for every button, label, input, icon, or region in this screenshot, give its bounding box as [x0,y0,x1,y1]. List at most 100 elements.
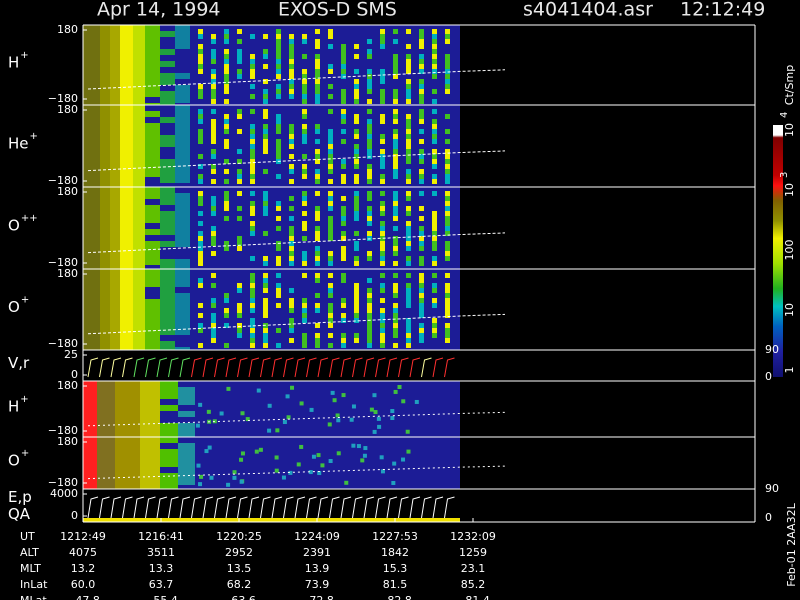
spectrogram-cell [110,55,120,61]
spectrogram-cell [263,261,268,266]
spectrogram-cell [160,165,175,171]
spectrogram-cell [120,79,133,85]
spectrogram-cell [160,171,175,177]
spectrogram-cell [289,288,294,293]
spectrogram-cell [341,246,346,251]
spectrogram-cell [367,256,372,261]
spectrogram-cell [145,335,160,341]
spectrogram-cell [145,117,160,123]
spectrogram-cell [100,117,110,123]
spectrogram-cell [250,84,255,89]
spectrogram-cell [276,201,281,206]
spectrogram-cell [97,437,115,443]
spectrogram-cell [341,69,346,74]
spectrogram-cell [160,229,175,235]
spectrogram-cell [315,44,320,49]
spectrogram-cell [445,221,450,226]
spectrogram-cell [406,69,411,74]
spectrogram-cell [445,211,450,216]
spectrogram-cell [224,313,229,318]
spectrogram-cell [354,211,359,216]
spectrogram-cell [367,124,372,129]
spectrogram-cell [110,235,120,241]
spectrogram-cell [211,94,216,99]
row-label: MLT [20,562,41,575]
spectrogram-cell [393,246,398,251]
y-tick-label: 180 [57,379,78,392]
spectrogram-cell [140,423,160,429]
spectrogram-cell [83,235,100,241]
spectrogram-cell [160,417,178,423]
y-tick-label: −180 [48,476,78,489]
sawtooth [133,496,145,519]
spectrogram-cell [302,191,307,196]
spectrogram-cell [380,288,385,293]
spectrogram-cell [392,461,397,466]
spectrogram-cell [380,313,385,318]
spectrogram-cell [115,411,140,417]
spectrogram-cell [445,246,450,251]
spectrogram-cell [393,149,398,154]
spectrogram-cell [445,164,450,169]
spectrogram-cell [211,89,216,94]
spectrogram-cell [211,231,216,236]
spectrogram-cell [390,409,395,414]
spectrogram-cell [198,84,203,89]
spectrogram-cell [332,398,337,403]
spectrogram-cell [286,415,291,420]
spectrogram-cell [380,134,385,139]
spectrogram-cell [380,246,385,251]
spectrogram-cell [354,256,359,261]
spectrogram-cell [160,449,178,455]
spectrogram-cell [341,164,346,169]
spectrogram-cell [133,67,145,73]
spectrogram-cell [406,261,411,266]
spectrogram-cell [198,119,203,124]
spectrogram-cell [354,318,359,323]
spectrogram-cell [315,211,320,216]
sawtooth [386,357,398,378]
sawtooth [110,496,122,519]
panel-label-sup: + [20,394,28,405]
spectrogram-cell [406,328,411,333]
spectrogram-cell [341,278,346,283]
spectrogram-cell [133,253,145,259]
spectrogram-cell [419,256,424,261]
spectrogram-cell [110,329,120,335]
spectrogram-cell [315,256,320,261]
spectrogram-cell [175,305,190,311]
sawtooth [168,357,179,378]
spectrogram-cell [83,159,100,165]
spectrogram-cell [380,69,385,74]
spectrogram-cell [175,281,190,287]
spectrogram-cell [83,177,100,183]
spectrogram-cell [302,129,307,134]
spectrogram-cell [133,147,145,153]
spectrogram-cell [178,399,195,405]
spectrogram-cell [315,94,320,99]
spectrogram-cell [100,223,110,229]
spectrogram-cell [406,241,411,246]
spectrogram-cell [263,313,268,318]
spectrogram-cell [140,387,160,393]
spectrogram-cell [380,174,385,179]
spectrogram-cell [110,323,120,329]
spectrogram-cell [367,174,372,179]
spectrogram-cell [335,413,340,418]
spectrogram-cell [380,44,385,49]
y-tick-label: 25 [64,348,78,361]
spectrogram-cell [198,164,203,169]
spectrogram-cell [160,103,175,105]
spectrogram-cell [328,201,333,206]
spectrogram-cell [195,423,200,428]
spectrogram-cell [83,299,100,305]
spectrogram-cell [211,318,216,323]
spectrogram-cell [393,174,398,179]
sawtooth [386,496,398,519]
spectrogram-cell [110,79,120,85]
spectrogram-cell [133,171,145,177]
spectrogram-cell [110,61,120,67]
spectrogram-cell [289,134,294,139]
spectrogram-cell [145,61,160,67]
spectrogram-cell [419,94,424,99]
